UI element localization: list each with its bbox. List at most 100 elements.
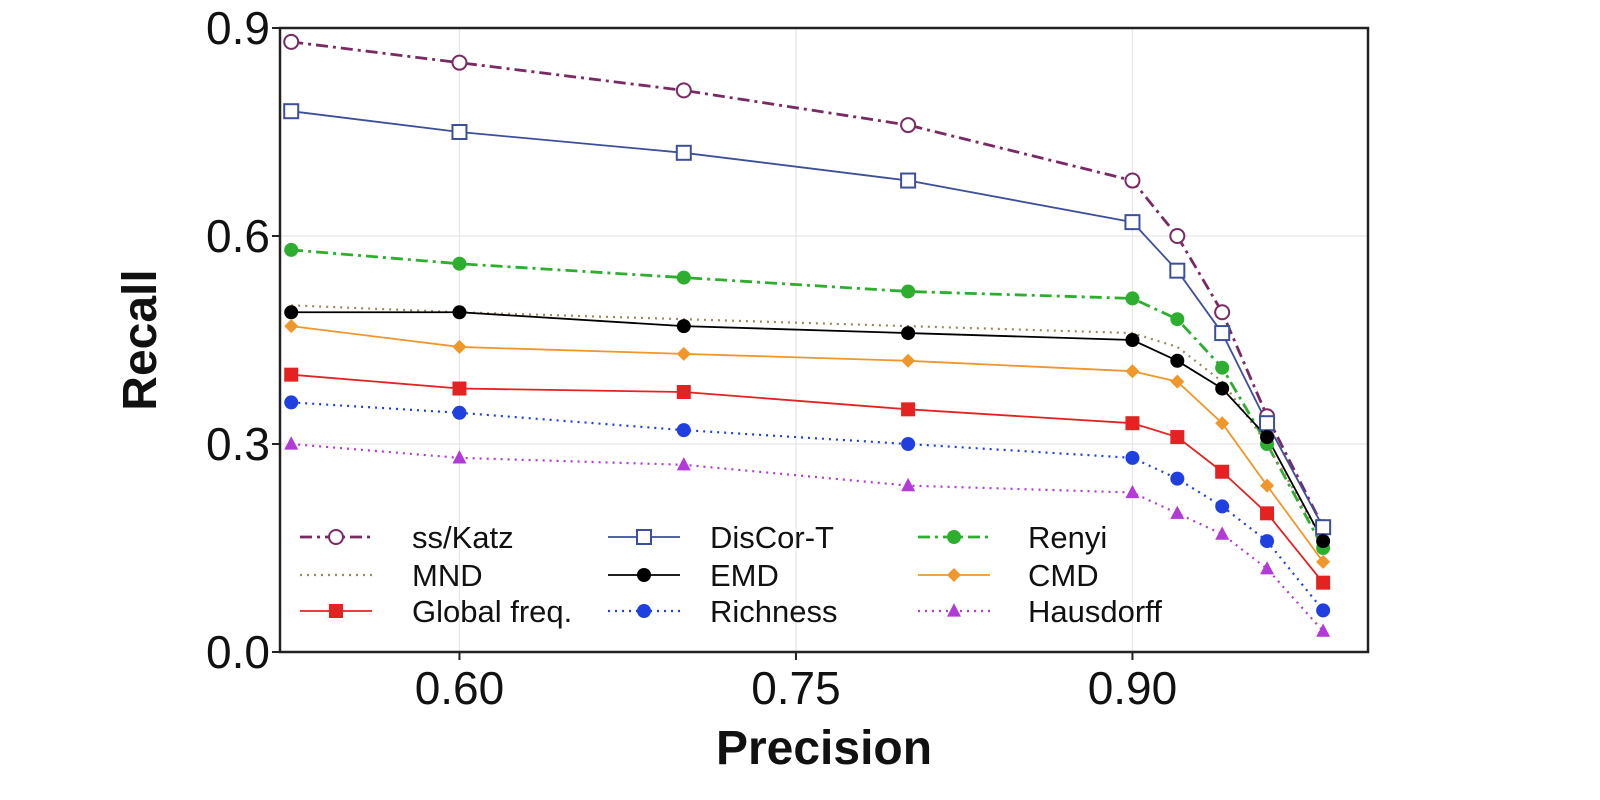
data-point-discor-t xyxy=(283,103,300,120)
legend-label-cmd: CMD xyxy=(1028,558,1099,593)
legend-marker-renyi xyxy=(947,530,961,544)
data-point-discor-t xyxy=(900,172,917,189)
data-point-hausdorff xyxy=(901,477,916,492)
data-point-renyi xyxy=(1170,312,1185,327)
data-point-discor-t xyxy=(1315,519,1332,536)
y-tick-label: 0.0 xyxy=(206,626,270,678)
legend-marker-discor-t xyxy=(636,529,652,545)
data-point-ss-katz xyxy=(283,33,300,50)
data-point-global-freq xyxy=(676,385,691,399)
data-point-emd xyxy=(1170,353,1185,368)
data-point-cmd xyxy=(901,353,916,368)
series-line-emd xyxy=(291,311,1324,542)
x-axis-title: Precision xyxy=(716,722,932,775)
data-point-hausdorff xyxy=(1215,526,1230,540)
data-point-discor-t xyxy=(1214,325,1231,342)
data-point-renyi xyxy=(1215,360,1230,375)
data-point-emd xyxy=(901,326,916,341)
legend-marker-cmd xyxy=(947,568,961,582)
data-point-hausdorff xyxy=(1170,505,1185,519)
data-point-ss-katz xyxy=(675,82,692,99)
data-point-cmd xyxy=(1170,374,1185,389)
data-point-hausdorff xyxy=(1125,484,1140,499)
data-point-richness xyxy=(452,405,467,420)
legend-marker-hausdorff xyxy=(947,603,961,617)
data-point-cmd xyxy=(452,339,467,354)
plot-frame xyxy=(278,26,1370,654)
legend-label-discor-t: DisCor-T xyxy=(710,520,834,555)
y-tick-label: 0.6 xyxy=(206,210,270,262)
data-point-hausdorff xyxy=(452,450,467,464)
data-point-ss-katz xyxy=(1214,304,1231,321)
data-point-richness xyxy=(1215,499,1230,514)
data-point-hausdorff xyxy=(1316,623,1331,637)
y-axis-title: Recall xyxy=(114,269,167,410)
data-point-discor-t xyxy=(451,124,468,140)
data-point-cmd xyxy=(1260,478,1275,493)
x-tick-label: 0.75 xyxy=(751,662,841,714)
legend-label-global-freq: Global freq. xyxy=(412,594,572,629)
data-point-ss-katz xyxy=(451,54,468,71)
data-point-richness xyxy=(1260,534,1275,549)
data-point-global-freq xyxy=(1260,506,1275,521)
series-line-discor-t xyxy=(291,110,1324,528)
data-point-discor-t xyxy=(1259,415,1276,432)
data-point-hausdorff xyxy=(676,457,691,471)
y-tick-label: 0.9 xyxy=(206,2,270,54)
data-point-renyi xyxy=(676,270,691,285)
data-point-emd xyxy=(1316,534,1331,549)
data-point-global-freq xyxy=(1125,416,1140,431)
data-point-emd xyxy=(1215,381,1230,396)
legend-label-emd: EMD xyxy=(710,558,779,593)
legend: ss/Katz DisCor-T Renyi MND EMD CMD Global freq… xyxy=(300,520,1162,629)
data-point-global-freq xyxy=(284,367,299,382)
data-point-cmd xyxy=(676,346,691,361)
data-point-discor-t xyxy=(1169,262,1186,279)
legend-label-hausdorff: Hausdorff xyxy=(1028,594,1162,629)
legend-marker-emd xyxy=(637,568,651,582)
data-point-richness xyxy=(284,395,299,410)
series-markers xyxy=(283,33,1332,637)
x-tick-label: 0.60 xyxy=(415,662,505,714)
data-point-discor-t xyxy=(675,144,692,161)
data-point-hausdorff xyxy=(284,436,299,450)
data-point-hausdorff xyxy=(1260,561,1275,575)
data-point-cmd xyxy=(1316,554,1331,569)
data-point-emd xyxy=(1125,333,1140,347)
data-point-cmd xyxy=(1125,364,1140,379)
x-tick-label: 0.90 xyxy=(1088,662,1178,714)
series-line-renyi xyxy=(291,248,1325,549)
data-point-emd xyxy=(452,305,467,320)
legend-label-richness: Richness xyxy=(710,594,838,629)
legend-label-ss-katz: ss/Katz xyxy=(412,520,514,555)
data-point-cmd xyxy=(284,319,299,334)
legend-marker-ss-katz xyxy=(328,529,344,545)
data-point-emd xyxy=(676,319,691,334)
data-point-ss-katz xyxy=(1169,228,1186,244)
data-point-renyi xyxy=(901,284,916,299)
data-point-richness xyxy=(1125,450,1140,465)
data-point-ss-katz xyxy=(900,117,917,134)
legend-label-mnd: MND xyxy=(412,558,483,593)
data-point-renyi xyxy=(452,256,467,271)
data-point-richness xyxy=(901,437,916,451)
series-line-mnd xyxy=(291,304,1325,542)
data-point-global-freq xyxy=(901,402,916,417)
axis-ticks: 0.60 0.75 0.90 0.0 0.3 0.6 0.9 xyxy=(206,2,1177,714)
data-point-discor-t xyxy=(1124,214,1141,231)
data-point-emd xyxy=(284,305,299,320)
data-point-global-freq xyxy=(452,381,467,396)
data-point-ss-katz xyxy=(1124,172,1141,189)
data-point-global-freq xyxy=(1215,464,1230,479)
data-point-emd xyxy=(1260,430,1275,445)
data-point-renyi xyxy=(284,242,299,257)
data-point-richness xyxy=(1170,471,1185,486)
data-point-richness xyxy=(1316,603,1331,618)
data-point-global-freq xyxy=(1316,575,1331,590)
data-point-richness xyxy=(676,423,691,438)
data-point-cmd xyxy=(1215,416,1230,431)
legend-label-renyi: Renyi xyxy=(1028,520,1107,555)
legend-marker-richness xyxy=(637,604,651,618)
legend-marker-global-freq xyxy=(329,604,343,618)
